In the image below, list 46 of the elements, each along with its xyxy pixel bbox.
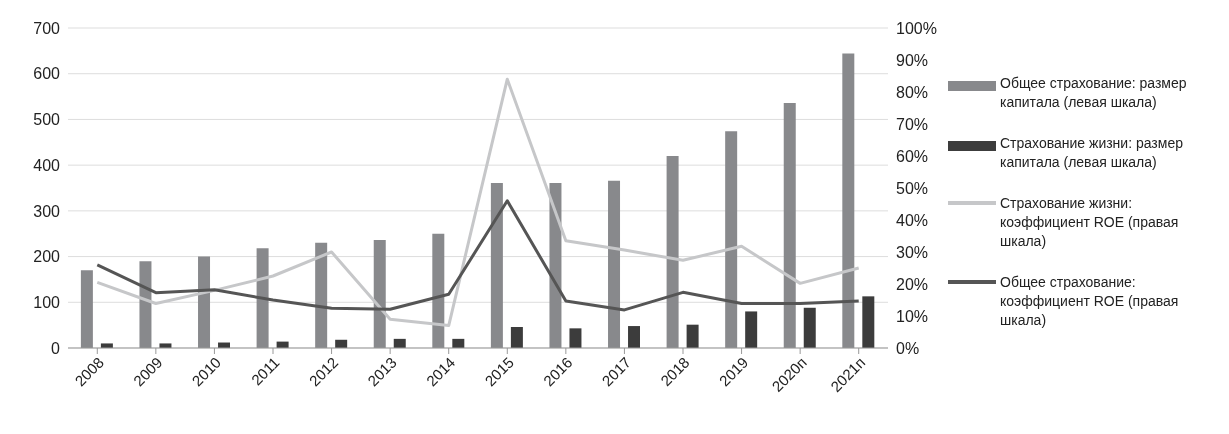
- bar: [139, 261, 152, 348]
- legend-label: Общее страхование: размер капитала (левая шкала): [1000, 74, 1188, 112]
- legend-label: Страхование жизни: коэффициент ROE (правая шкала): [1000, 194, 1180, 251]
- bar: [725, 131, 738, 348]
- y-tick-label: 600: [33, 65, 61, 83]
- bar: [80, 270, 93, 348]
- bar: [608, 180, 621, 348]
- bar: [745, 311, 758, 348]
- y-tick-label: 100: [33, 293, 61, 311]
- bar: [862, 296, 875, 348]
- y2-tick-label: 50%: [896, 179, 929, 197]
- line-series: [95, 77, 861, 328]
- bar: [569, 328, 582, 348]
- legend-label: Страхование жизни: размер капитала (левая шкала): [1000, 134, 1184, 172]
- legend-label: Общее страхование: коэффициент ROE (правая шкала): [1000, 273, 1180, 330]
- y-tick-label: 200: [33, 248, 61, 266]
- bar: [256, 248, 269, 348]
- bar: [686, 324, 699, 348]
- bar: [842, 53, 855, 348]
- bar: [783, 102, 796, 348]
- y2-tick-label: 100%: [896, 19, 937, 37]
- y2-tick-label: 80%: [896, 83, 929, 101]
- y-tick-label: 300: [33, 202, 61, 220]
- y2-tick-label: 10%: [896, 307, 929, 325]
- line-series: [95, 199, 861, 312]
- bar: [198, 256, 211, 348]
- bar: [628, 326, 641, 348]
- bar: [549, 182, 562, 348]
- bar: [490, 182, 503, 348]
- y2-tick-label: 30%: [896, 243, 929, 261]
- y2-tick-label: 60%: [896, 147, 929, 165]
- y-tick-label: 0: [51, 339, 61, 357]
- bar: [432, 233, 445, 348]
- bar: [373, 240, 386, 348]
- y2-tick-label: 0%: [896, 339, 920, 357]
- bar: [803, 307, 816, 348]
- y2-tick-label: 70%: [896, 115, 929, 133]
- y-tick-label: 400: [33, 156, 61, 174]
- y2-tick-label: 40%: [896, 211, 929, 229]
- y-tick-label: 700: [33, 19, 61, 37]
- bar: [666, 156, 679, 348]
- y2-tick-label: 90%: [896, 51, 929, 69]
- y2-tick-label: 20%: [896, 275, 929, 293]
- y-tick-label: 500: [33, 111, 61, 129]
- bar: [510, 326, 523, 348]
- bar: [315, 242, 328, 348]
